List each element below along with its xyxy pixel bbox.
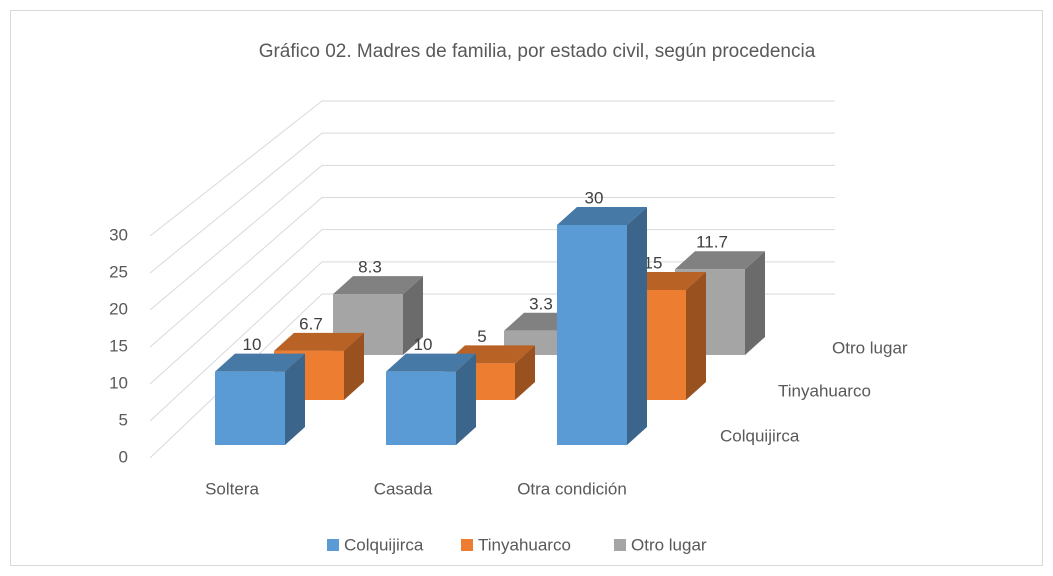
- bar-side: [745, 251, 765, 355]
- depth-label: Tinyahuarco: [778, 381, 871, 400]
- legend-swatch: [614, 539, 626, 551]
- legend-label: Tinyahuarco: [478, 535, 571, 554]
- bar: [215, 371, 285, 445]
- y-tick-label: 15: [109, 336, 128, 355]
- bar-top: [675, 251, 765, 270]
- x-tick-label: Otra condición: [517, 479, 627, 498]
- legend-swatch: [327, 539, 339, 551]
- bar-side: [686, 272, 706, 400]
- x-tick-label: Casada: [374, 479, 433, 498]
- bar: [386, 371, 456, 445]
- data-label: 6.7: [299, 314, 323, 333]
- data-label: 10: [243, 335, 262, 354]
- bar-side: [285, 353, 305, 445]
- bar-top: [274, 332, 364, 351]
- data-label: 15: [644, 253, 663, 272]
- legend-swatch: [461, 539, 473, 551]
- depth-label: Otro lugar: [832, 338, 908, 357]
- bar: [557, 225, 627, 445]
- grid-line: [149, 197, 835, 348]
- data-label: 5: [477, 327, 486, 346]
- data-label: 11.7: [696, 233, 728, 252]
- bar-top: [333, 276, 423, 295]
- data-label: 8.3: [358, 258, 382, 277]
- grid-line: [149, 261, 835, 422]
- y-tick-label: 30: [109, 225, 128, 244]
- bar-side: [344, 332, 364, 400]
- grid-line: [149, 164, 835, 311]
- y-tick-label: 25: [109, 262, 128, 281]
- bar-side: [403, 276, 423, 355]
- grid-line: [149, 132, 835, 274]
- data-label: 3.3: [529, 294, 553, 313]
- bar-side: [456, 353, 476, 445]
- y-tick-label: 5: [119, 410, 128, 429]
- data-label: 30: [585, 188, 604, 207]
- y-tick-label: 20: [109, 299, 128, 318]
- x-tick-label: Soltera: [205, 479, 259, 498]
- bar-side: [627, 207, 647, 445]
- data-label: 10: [414, 335, 433, 354]
- y-tick-label: 10: [109, 373, 128, 392]
- depth-label: Colquijirca: [720, 426, 800, 445]
- grid-line: [149, 100, 835, 237]
- bar-top: [557, 207, 647, 225]
- chart-border: [10, 10, 1043, 566]
- legend-label: Colquijirca: [344, 535, 424, 554]
- y-tick-label: 0: [119, 447, 128, 466]
- legend-label: Otro lugar: [631, 535, 707, 554]
- bar-side: [515, 345, 535, 400]
- bar-top: [215, 353, 305, 372]
- grid-line: [149, 229, 835, 385]
- bar-top: [386, 353, 476, 372]
- chart-title: Gráfico 02. Madres de familia, por estad…: [259, 41, 816, 62]
